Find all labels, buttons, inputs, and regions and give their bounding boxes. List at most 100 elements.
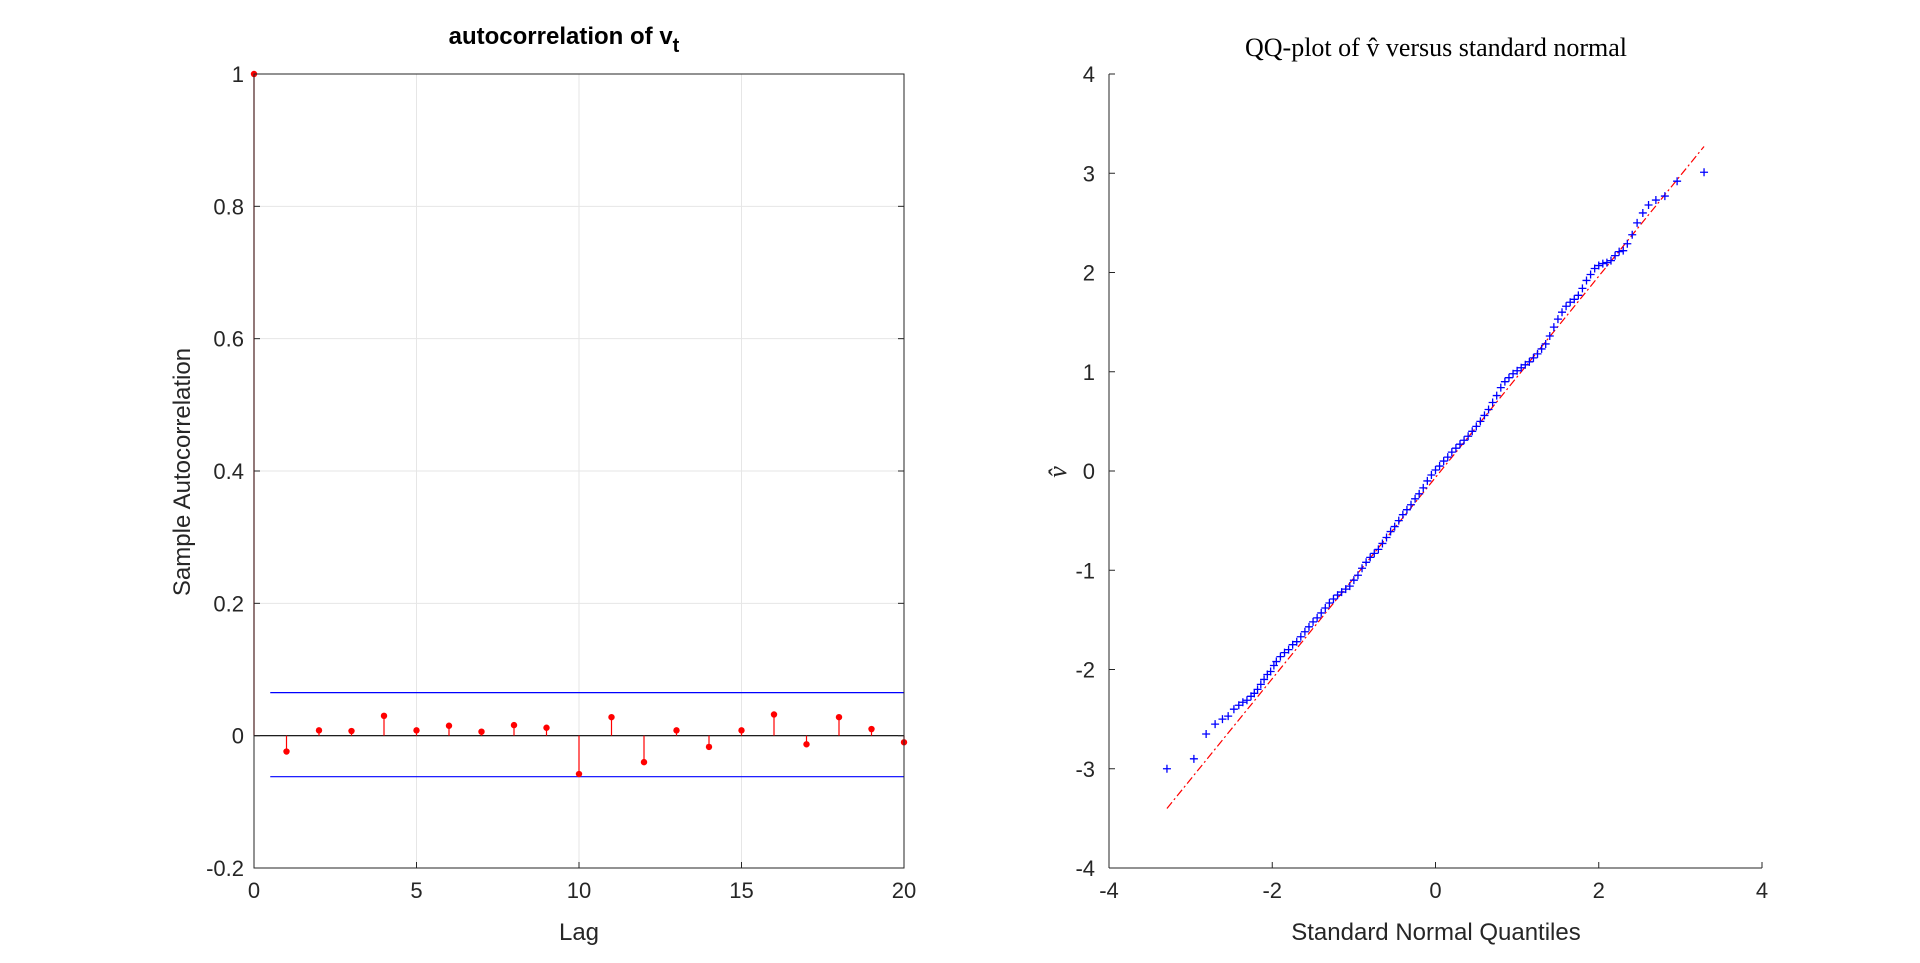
qq-point	[1345, 582, 1354, 591]
qq-point	[1321, 603, 1330, 612]
acf-y-tick-label: 0	[232, 724, 244, 749]
acf-x-tick-label: 15	[729, 878, 753, 903]
qq-y-axis-label: v̂	[1043, 466, 1072, 478]
qq-point	[1582, 276, 1591, 285]
qq-point	[1260, 675, 1269, 684]
qq-point	[1537, 344, 1546, 353]
acf-stem-marker	[283, 748, 290, 755]
qq-y-ticks: -4 -3 -2 -1 0 1 2 3 4	[1075, 62, 1115, 881]
acf-y-tick-label: 0.6	[213, 327, 244, 352]
qq-point	[1460, 436, 1469, 445]
qq-point	[1673, 177, 1682, 186]
qq-point	[1700, 168, 1709, 177]
acf-title-main: autocorrelation of v	[449, 23, 674, 50]
qq-point	[1439, 457, 1448, 466]
acf-chart: 0 5 10 15 20 -0.200.20.40.60.81 autocorrelat…	[169, 23, 916, 946]
qq-point	[1366, 553, 1375, 562]
acf-stem-marker	[673, 727, 680, 734]
qq-point	[1590, 264, 1599, 273]
qq-point	[1288, 640, 1297, 649]
qq-point	[1276, 652, 1285, 661]
qq-point	[1606, 256, 1615, 265]
qq-points	[1162, 168, 1709, 773]
qq-x-tick-label: 2	[1593, 878, 1605, 903]
qq-point	[1570, 295, 1579, 304]
acf-x-tick-label: 0	[248, 878, 260, 903]
acf-stem-marker	[738, 727, 745, 734]
qq-point	[1615, 247, 1624, 256]
qq-point	[1598, 259, 1607, 268]
qq-point	[1562, 302, 1571, 311]
qq-point	[1394, 516, 1403, 525]
qq-point	[1309, 617, 1318, 626]
qq-point	[1407, 500, 1416, 509]
qq-point	[1484, 405, 1493, 414]
qq-point	[1451, 444, 1460, 453]
qq-point	[1296, 632, 1305, 641]
qq-x-tick-label: 4	[1756, 878, 1768, 903]
qq-point	[1162, 764, 1171, 773]
qq-point	[1382, 533, 1391, 542]
acf-y-tick-label: -0.2	[206, 856, 244, 881]
qq-point	[1500, 377, 1509, 386]
qq-point	[1447, 448, 1456, 457]
qq-x-tick-label: 0	[1429, 878, 1441, 903]
qq-y-tick-label: -4	[1075, 856, 1095, 881]
qq-point	[1566, 298, 1575, 307]
qq-point	[1586, 270, 1595, 279]
qq-point	[1476, 417, 1485, 426]
qq-point	[1468, 427, 1477, 436]
qq-point	[1256, 680, 1265, 689]
acf-x-ticks: 0 5 10 15 20	[248, 862, 916, 903]
qq-point	[1633, 218, 1642, 227]
qq-point	[1623, 239, 1632, 248]
qq-point	[1218, 715, 1227, 724]
qq-point	[1472, 422, 1481, 431]
qq-x-axis-label: Standard Normal Quantiles	[1291, 919, 1580, 946]
qq-point	[1378, 539, 1387, 548]
qq-point	[1431, 466, 1440, 475]
qq-point	[1300, 627, 1309, 636]
qq-point	[1533, 349, 1542, 358]
qq-y-tick-label: 3	[1083, 161, 1095, 186]
qq-point	[1549, 323, 1558, 332]
acf-stem-marker	[380, 712, 388, 720]
acf-stem-marker	[445, 722, 453, 729]
qq-point	[1349, 576, 1358, 585]
qq-point	[1558, 308, 1567, 317]
acf-stem-marker	[803, 741, 810, 748]
acf-stem-marker	[868, 725, 875, 733]
acf-y-axis-label: Sample Autocorrelation	[169, 348, 196, 596]
qq-x-ticks: -4 -2 0 2 4	[1099, 862, 1768, 903]
qq-point	[1553, 315, 1562, 324]
qq-point	[1313, 613, 1322, 622]
qq-title: QQ-plot of v̂ versus standard normal	[1245, 33, 1627, 62]
acf-stem-marker	[510, 721, 518, 729]
qq-point	[1492, 391, 1501, 400]
qq-point	[1455, 440, 1464, 449]
qq-point	[1224, 712, 1233, 721]
qq-point	[1496, 383, 1505, 392]
qq-point	[1370, 549, 1379, 558]
qq-point	[1509, 369, 1518, 378]
acf-stem-marker	[575, 770, 583, 778]
acf-y-ticks: -0.2 0 0.2 0.4 0.6 0.8 1	[206, 62, 904, 881]
qq-point	[1402, 505, 1411, 514]
acf-x-tick-label: 10	[567, 878, 591, 903]
qq-point	[1341, 585, 1350, 594]
acf-stem-marker	[348, 727, 355, 735]
qq-y-tick-label: 2	[1083, 261, 1095, 286]
qq-point	[1292, 637, 1301, 646]
acf-stem-marker	[315, 727, 323, 734]
qq-y-tick-label: 4	[1083, 62, 1095, 87]
qq-y-tick-label: 0	[1083, 459, 1095, 484]
qq-point	[1358, 564, 1367, 573]
acf-stem-marker	[478, 728, 485, 735]
acf-stem-marker	[770, 711, 778, 718]
qq-point	[1504, 373, 1513, 382]
acf-stem-marker	[705, 743, 713, 751]
qq-point	[1517, 363, 1526, 372]
acf-y-tick-label: 0.4	[213, 459, 244, 484]
qq-point	[1521, 360, 1530, 369]
qq-point	[1602, 258, 1611, 267]
